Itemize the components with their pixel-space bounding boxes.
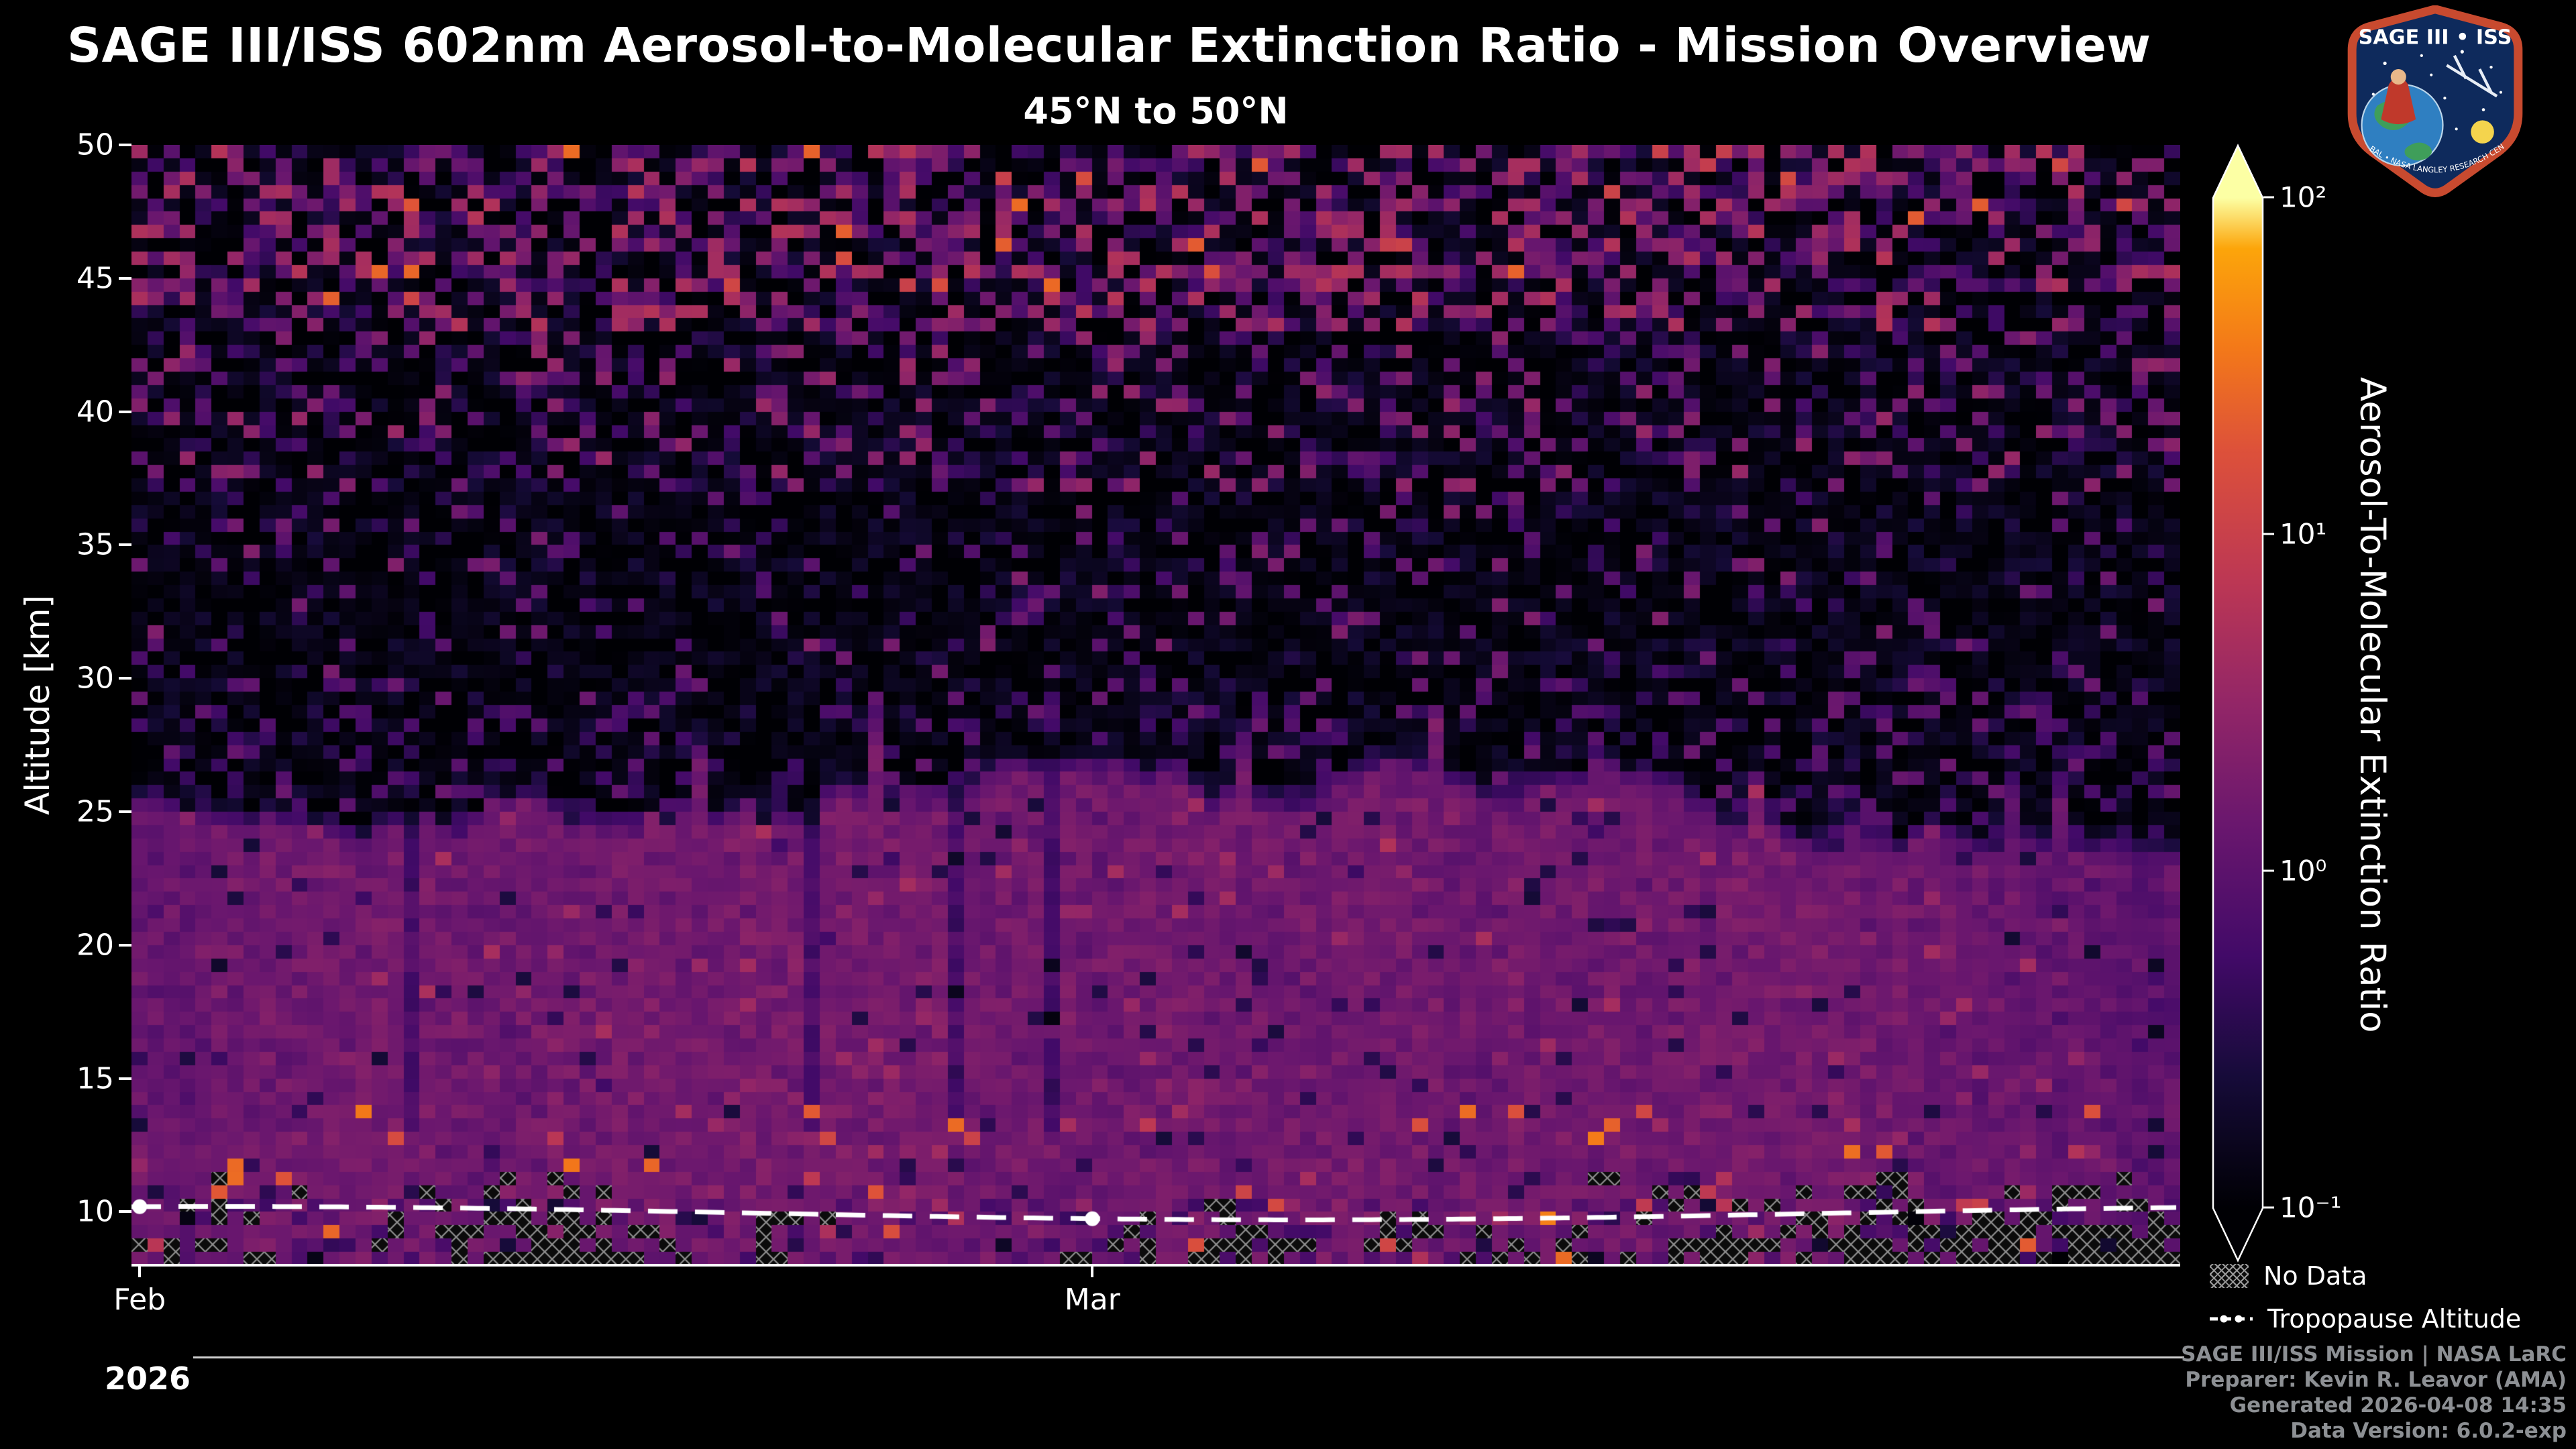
sage-figure [2381,76,2416,125]
tropopause-line-icon [2210,1315,2253,1323]
x-tick-label: Mar [1064,1283,1120,1317]
colorbar-tick-mark [2263,533,2274,535]
y-tick-label: 30 [76,661,114,696]
y-tick-label: 10 [76,1194,114,1229]
y-axis-label: Altitude [km] [18,595,57,815]
patch-stars [2371,50,2502,131]
sun-icon [2471,120,2494,144]
colorbar [2211,144,2265,1263]
y-tick-label: 15 [76,1061,114,1096]
legend-item-tropopause: Tropopause Altitude [2210,1304,2521,1334]
colorbar-tick-label: 10⁻¹ [2279,1191,2342,1224]
earth-land [2404,142,2432,161]
year-axis-line [193,1356,2184,1358]
legend: No Data Tropopause Altitude [2210,1261,2521,1334]
y-tick-label: 50 [76,127,114,162]
patch-title-text: SAGE III • ISS [2359,26,2512,50]
y-tick-mark [119,677,131,680]
heatmap-plot-area [131,145,2180,1265]
heatmap-canvas [131,145,2180,1265]
y-tick-mark [119,810,131,814]
iss-icon [2446,54,2498,98]
colorbar-tick-label: 10⁰ [2279,854,2327,888]
y-tick-mark [119,276,131,280]
colorbar-axis-label: Aerosol-To-Molecular Extinction Ratio [2352,377,2393,1033]
year-label: 2026 [105,1360,191,1397]
y-tick-mark [119,1077,131,1080]
y-tick-label: 45 [76,261,114,296]
footer-preparer: Preparer: Kevin R. Leavor (AMA) [2185,1368,2567,1392]
y-tick-label: 25 [76,794,114,829]
footer-data-version: Data Version: 6.0.2-exp [2290,1419,2567,1443]
colorbar-tick-label: 10² [2279,180,2327,214]
y-tick-label: 20 [76,928,114,963]
legend-label: No Data [2263,1261,2367,1291]
y-tick-mark [119,943,131,947]
x-tick-label: Feb [113,1283,166,1317]
sage-figure-head [2390,69,2406,85]
latitude-band-subtitle: 45°N to 50°N [1023,90,1289,132]
colorbar-tick-label: 10¹ [2279,517,2327,551]
legend-label: Tropopause Altitude [2267,1304,2522,1334]
y-tick-mark [119,1210,131,1214]
provenance-footer: SAGE III/ISS Mission | NASA LaRC Prepare… [2181,1342,2567,1444]
figure-title: SAGE III/ISS 602nm Aerosol-to-Molecular … [67,17,2151,73]
colorbar-tick-mark [2263,196,2274,199]
y-tick-mark [119,543,131,547]
sage-iii-iss-mission-patch: SAGE III • ISS BAL • NASA LANGLEY RESEAR… [2339,5,2523,197]
x-axis-spine [131,1264,2180,1267]
y-tick-label: 40 [76,394,114,429]
legend-item-no-data: No Data [2210,1261,2521,1291]
x-tick-mark [1091,1267,1094,1277]
no-data-hatch-icon [2210,1264,2249,1288]
x-tick-mark [138,1267,142,1277]
y-tick-mark [119,144,131,146]
colorbar-tick-mark [2263,1206,2274,1209]
y-tick-label: 35 [76,527,114,562]
footer-generated: Generated 2026-04-08 14:35 [2229,1393,2567,1417]
footer-mission: SAGE III/ISS Mission | NASA LaRC [2181,1342,2567,1366]
y-tick-mark [119,410,131,413]
colorbar-tick-mark [2263,869,2274,872]
